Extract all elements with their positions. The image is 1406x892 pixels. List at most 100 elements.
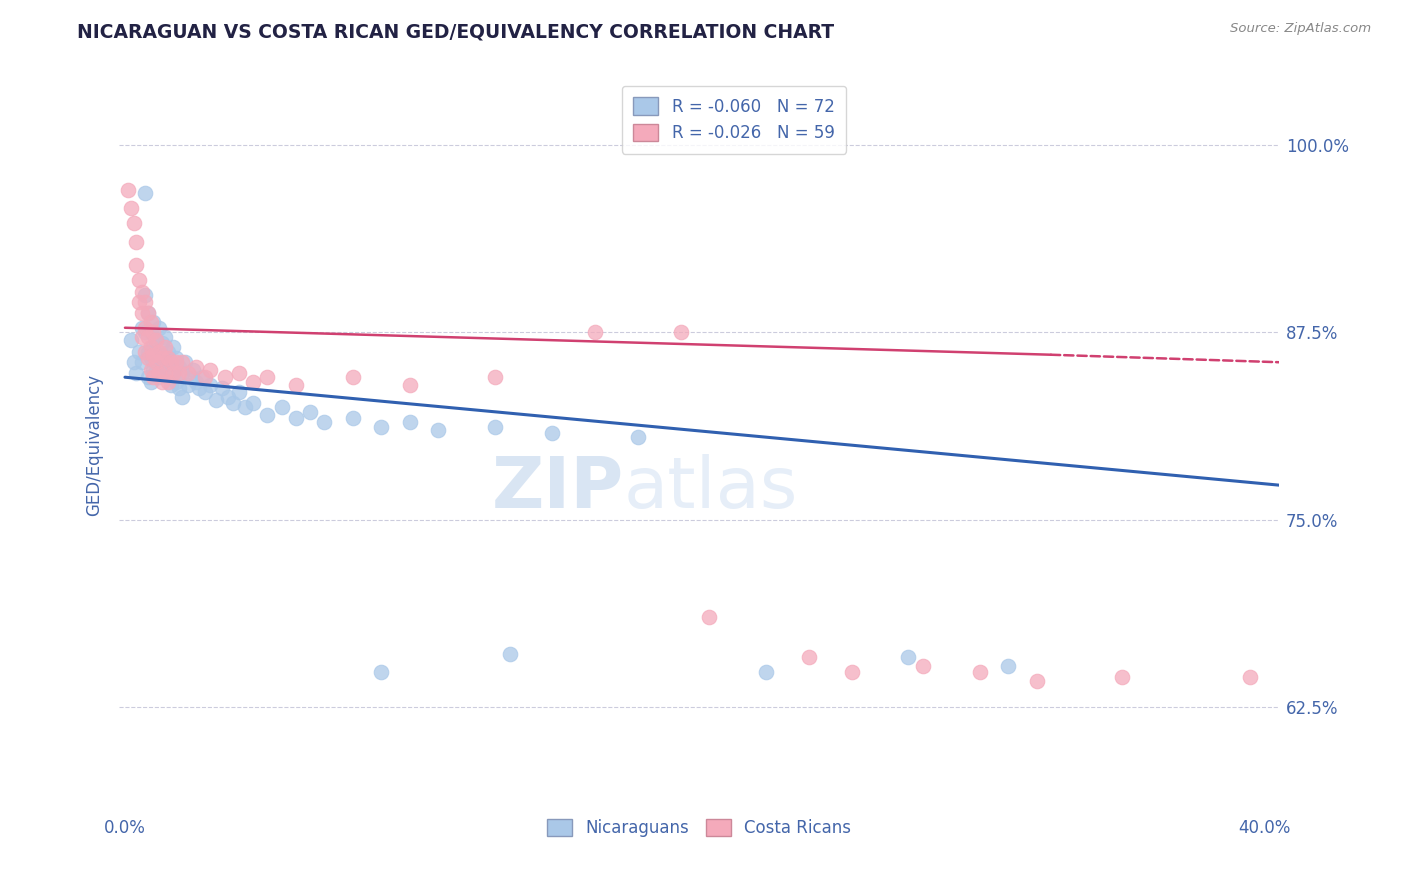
Point <box>128 295 150 310</box>
Point <box>256 408 278 422</box>
Point <box>167 359 190 374</box>
Point <box>1239 670 1261 684</box>
Point <box>159 355 181 369</box>
Point <box>1111 670 1133 684</box>
Point <box>131 355 153 369</box>
Point <box>148 370 170 384</box>
Point <box>370 419 392 434</box>
Point <box>134 325 156 339</box>
Point <box>145 359 167 374</box>
Point <box>156 375 179 389</box>
Point <box>148 348 170 362</box>
Point <box>122 355 145 369</box>
Point <box>167 381 190 395</box>
Point <box>139 362 162 376</box>
Point <box>153 366 176 380</box>
Point <box>427 423 450 437</box>
Point <box>139 315 162 329</box>
Point <box>162 366 184 380</box>
Point <box>176 377 198 392</box>
Point <box>153 340 176 354</box>
Point <box>179 370 201 384</box>
Point <box>911 659 934 673</box>
Point <box>242 395 264 409</box>
Point <box>242 375 264 389</box>
Point <box>136 330 159 344</box>
Point <box>342 370 364 384</box>
Point <box>194 385 217 400</box>
Point <box>148 366 170 380</box>
Point <box>188 381 211 395</box>
Point <box>222 395 245 409</box>
Text: NICARAGUAN VS COSTA RICAN GED/EQUIVALENCY CORRELATION CHART: NICARAGUAN VS COSTA RICAN GED/EQUIVALENC… <box>77 22 834 41</box>
Point <box>669 325 692 339</box>
Point <box>128 273 150 287</box>
Point <box>314 415 336 429</box>
Point <box>228 385 250 400</box>
Point <box>399 377 422 392</box>
Point <box>131 330 153 344</box>
Point <box>134 344 156 359</box>
Point <box>148 320 170 334</box>
Point <box>797 650 820 665</box>
Point <box>139 340 162 354</box>
Point <box>969 665 991 680</box>
Point <box>156 344 179 359</box>
Point <box>194 370 217 384</box>
Point <box>153 330 176 344</box>
Point <box>186 359 208 374</box>
Point <box>134 320 156 334</box>
Point <box>125 258 148 272</box>
Point <box>233 400 256 414</box>
Point <box>136 370 159 384</box>
Point <box>122 216 145 230</box>
Point <box>755 665 778 680</box>
Point <box>134 295 156 310</box>
Point <box>156 351 179 365</box>
Point <box>139 375 162 389</box>
Text: ZIP: ZIP <box>492 454 624 524</box>
Point <box>142 370 165 384</box>
Point <box>136 344 159 359</box>
Point <box>142 315 165 329</box>
Point <box>162 366 184 380</box>
Point <box>120 333 142 347</box>
Point <box>170 355 193 369</box>
Point <box>148 344 170 359</box>
Point <box>145 333 167 347</box>
Point <box>142 325 165 339</box>
Point <box>142 348 165 362</box>
Legend: Nicaraguans, Costa Ricans: Nicaraguans, Costa Ricans <box>540 813 858 844</box>
Point <box>841 665 863 680</box>
Point <box>897 650 920 665</box>
Point <box>134 186 156 200</box>
Point <box>150 351 173 365</box>
Text: Source: ZipAtlas.com: Source: ZipAtlas.com <box>1230 22 1371 36</box>
Point <box>142 340 165 354</box>
Point <box>142 362 165 376</box>
Point <box>217 390 239 404</box>
Point <box>170 390 193 404</box>
Point <box>1025 674 1047 689</box>
Point <box>167 366 190 380</box>
Point <box>159 355 181 369</box>
Point <box>150 335 173 350</box>
Point <box>200 362 222 376</box>
Point <box>370 665 392 680</box>
Point <box>299 405 322 419</box>
Point <box>583 325 606 339</box>
Point <box>173 355 195 369</box>
Point <box>342 410 364 425</box>
Point <box>498 648 520 662</box>
Point <box>284 377 307 392</box>
Point <box>170 366 193 380</box>
Point <box>156 366 179 380</box>
Point <box>117 183 139 197</box>
Point <box>186 375 208 389</box>
Y-axis label: GED/Equivalency: GED/Equivalency <box>86 374 103 516</box>
Point <box>176 366 198 380</box>
Point <box>139 325 162 339</box>
Point <box>228 366 250 380</box>
Point <box>165 355 187 369</box>
Point <box>214 370 236 384</box>
